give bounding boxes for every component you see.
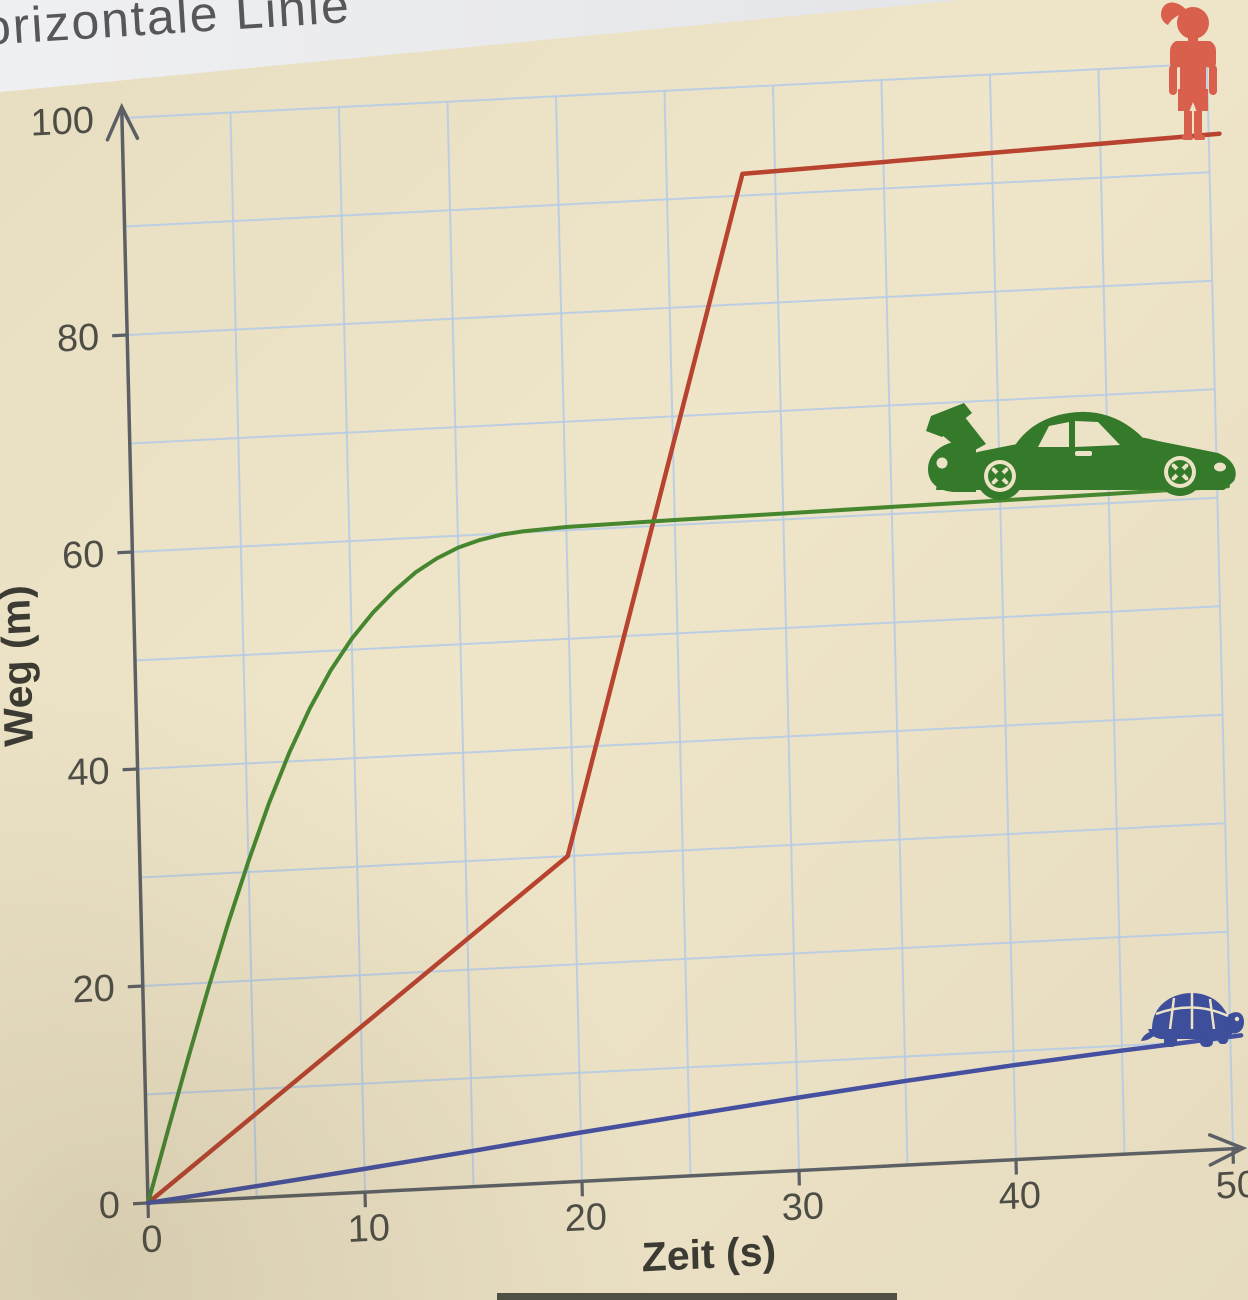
photographed-textbook-page: orizontale Linie 01020304050020406080100… [0, 0, 1248, 1300]
distance-time-chart: orizontale Linie 01020304050020406080100… [0, 0, 1248, 1300]
photo-shadow-overlay [0, 0, 1248, 1300]
